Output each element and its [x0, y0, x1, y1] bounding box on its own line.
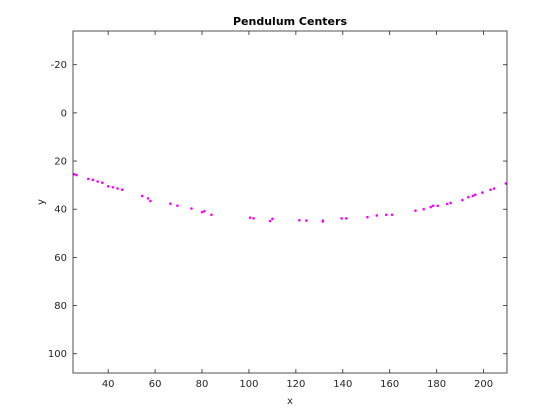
- data-point: [466, 195, 470, 199]
- data-point: [271, 217, 274, 221]
- plot-frame: [72, 30, 508, 374]
- data-point: [96, 180, 99, 183]
- data-point: [449, 201, 452, 205]
- x-tick-label: 80: [196, 379, 209, 390]
- data-point: [366, 215, 369, 219]
- data-point: [321, 220, 325, 223]
- data-point: [384, 213, 388, 217]
- chart-title: Pendulum Centers: [233, 15, 347, 28]
- data-point: [203, 209, 206, 213]
- data-point: [471, 194, 475, 198]
- x-axis-label: x: [287, 396, 293, 407]
- data-point: [101, 181, 104, 185]
- x-tick-label: 120: [286, 379, 305, 390]
- data-point: [268, 219, 272, 223]
- data-point: [481, 191, 484, 194]
- data-point: [298, 219, 301, 222]
- data-point: [146, 197, 150, 200]
- data-point: [252, 217, 255, 220]
- x-tick-label: 140: [333, 379, 352, 390]
- data-point: [375, 214, 379, 217]
- y-tick-label: 20: [54, 157, 67, 168]
- data-point: [431, 204, 435, 208]
- data-point: [474, 193, 477, 197]
- data-point: [461, 198, 464, 202]
- y-tick-label: 100: [48, 349, 67, 360]
- data-point: [489, 188, 492, 192]
- y-tick-label: 0: [61, 108, 67, 119]
- plot-background: [73, 31, 507, 373]
- data-point: [340, 217, 343, 220]
- data-point: [176, 204, 179, 207]
- y-tick-label: -20: [51, 60, 67, 71]
- data-point: [169, 202, 172, 205]
- data-point: [210, 213, 213, 217]
- x-tick-label: 200: [474, 379, 493, 390]
- data-point: [86, 177, 90, 181]
- data-point: [429, 205, 433, 209]
- data-point: [116, 187, 119, 190]
- y-tick-label: 40: [54, 205, 67, 216]
- data-point: [436, 204, 440, 208]
- x-tick-label: 60: [149, 379, 162, 390]
- data-point: [111, 186, 115, 189]
- x-tick-label: 100: [239, 379, 258, 390]
- data-point: [390, 213, 394, 217]
- data-point: [248, 216, 252, 219]
- data-point: [72, 173, 76, 176]
- data-point: [149, 199, 152, 203]
- x-tick-label: 40: [102, 379, 115, 390]
- data-point: [190, 207, 193, 210]
- y-axis-label: y: [36, 199, 47, 205]
- data-point: [345, 217, 348, 220]
- data-point: [120, 188, 124, 192]
- data-point: [422, 207, 426, 211]
- data-point: [414, 209, 417, 212]
- data-point: [445, 202, 449, 206]
- data-point: [200, 210, 204, 214]
- data-point: [91, 178, 95, 182]
- data-point: [504, 182, 508, 185]
- x-tick-label: 180: [427, 379, 446, 390]
- data-point: [492, 187, 496, 190]
- data-point: [75, 173, 78, 177]
- points-layer: [72, 173, 508, 223]
- data-point: [106, 185, 110, 188]
- ticks-layer: 40 60 80 100 120 140 160 180 200 -20 0 20 40 60 80 100: [48, 31, 507, 390]
- x-tick-label: 160: [380, 379, 399, 390]
- data-point: [140, 194, 144, 198]
- data-point: [305, 219, 308, 222]
- y-tick-label: 80: [54, 301, 67, 312]
- y-tick-label: 60: [54, 253, 67, 264]
